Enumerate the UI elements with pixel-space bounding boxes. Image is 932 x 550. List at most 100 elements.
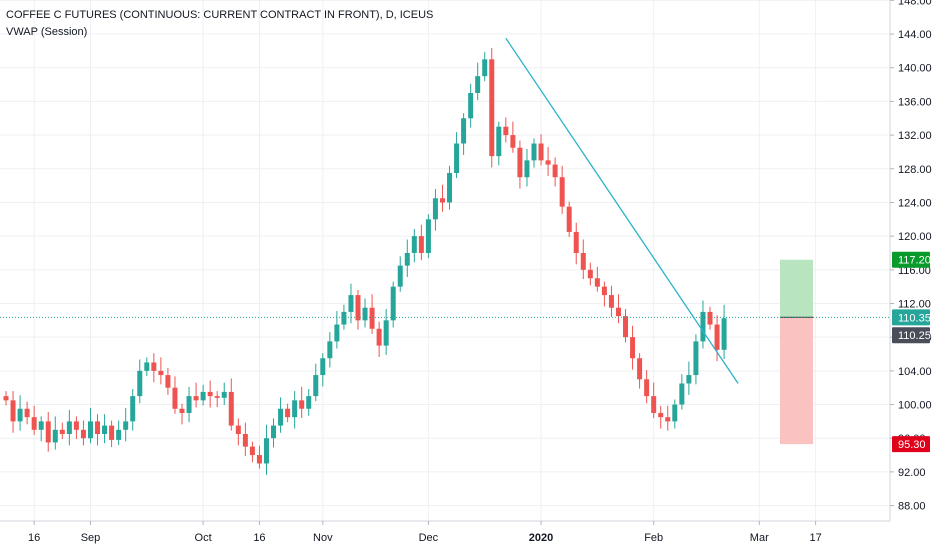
candle-23: [165, 367, 171, 395]
candle-98: [693, 334, 699, 385]
y-tick-label: 144.00: [898, 29, 932, 41]
candle-83: [587, 262, 593, 286]
grid: [0, 0, 890, 521]
x-tick-label: 16: [253, 532, 265, 544]
candle-91: [644, 370, 650, 404]
candle-101: [714, 315, 720, 362]
candle-70: [496, 121, 502, 166]
candle-4: [31, 405, 37, 435]
candle-75: [531, 138, 537, 168]
x-tick-label: 2020: [529, 532, 553, 544]
entry-price-text: 110.35: [898, 312, 931, 324]
price-labels: 117.20 110.35 110.25 95.30: [892, 251, 931, 453]
candle-47: [334, 311, 340, 349]
stop-price-label: 95.30: [892, 436, 930, 453]
candle-78: [552, 157, 558, 187]
candle-48: [341, 304, 347, 330]
candle-74: [524, 148, 530, 187]
candle-59: [418, 224, 424, 261]
candle-76: [538, 134, 544, 166]
candle-73: [517, 140, 523, 189]
candle-93: [658, 405, 664, 429]
y-tick-label: 132.00: [898, 130, 932, 142]
y-tick-label: 124.00: [898, 197, 932, 209]
candle-63: [447, 165, 453, 210]
candle-35: [249, 441, 255, 463]
candle-90: [637, 353, 643, 389]
candle-84: [594, 266, 600, 292]
candle-56: [397, 256, 403, 292]
target-zone[interactable]: [780, 259, 813, 318]
candles: [3, 47, 727, 475]
trendline-segment[interactable]: [505, 37, 739, 384]
candle-77: [545, 146, 551, 176]
candle-99: [700, 300, 706, 349]
candle-102: [721, 304, 727, 360]
chart-legend: COFFEE C FUTURES (CONTINUOUS: CURRENT CO…: [6, 7, 433, 41]
candle-51: [362, 298, 368, 328]
candle-17: [123, 407, 129, 442]
candle-49: [348, 283, 354, 324]
candle-67: [475, 62, 481, 101]
candle-5: [38, 416, 44, 442]
candle-29: [207, 380, 213, 408]
axes: [0, 0, 891, 522]
candle-19: [137, 359, 143, 404]
candle-89: [630, 325, 636, 370]
candle-40: [285, 403, 291, 423]
trendline[interactable]: [505, 37, 739, 384]
x-tick-label: Dec: [419, 532, 439, 544]
y-tick-label: 128.00: [898, 164, 932, 176]
candle-68: [482, 52, 488, 82]
target-price-label: 117.20: [892, 251, 931, 268]
candle-92: [651, 382, 657, 419]
candle-30: [214, 391, 220, 408]
candle-94: [665, 405, 671, 431]
candle-41: [292, 391, 298, 429]
candle-14: [102, 414, 108, 444]
y-tick-label: 148.00: [898, 0, 932, 7]
candle-7: [52, 416, 58, 450]
target-price-text: 117.20: [898, 255, 931, 267]
y-tick-label: 140.00: [898, 63, 932, 75]
candle-62: [439, 184, 445, 212]
candle-24: [172, 376, 178, 414]
y-tick-label: 112.00: [898, 299, 931, 311]
candle-100: [707, 306, 713, 330]
candle-27: [193, 382, 199, 408]
candle-10: [73, 416, 79, 440]
candle-88: [623, 308, 629, 343]
x-tick-label: Mar: [750, 532, 769, 544]
candle-57: [404, 239, 410, 277]
candle-58: [411, 228, 417, 263]
candle-15: [109, 420, 115, 448]
stop-price-text: 95.30: [898, 439, 926, 451]
x-axis-labels: 16 Sep Oct 16 Nov Dec 2020 Feb Mar 17: [28, 521, 822, 544]
candle-20: [144, 357, 150, 376]
candle-55: [390, 281, 396, 328]
candle-13: [95, 414, 101, 446]
candle-52: [369, 294, 375, 334]
candle-46: [327, 332, 333, 368]
candle-2: [17, 395, 23, 431]
candle-11: [80, 420, 86, 446]
candle-33: [235, 418, 241, 446]
candle-0: [3, 391, 9, 406]
candle-54: [383, 308, 389, 355]
symbol-title[interactable]: COFFEE C FUTURES (CONTINUOUS: CURRENT CO…: [6, 9, 434, 21]
candle-81: [573, 222, 579, 265]
candle-26: [186, 386, 192, 423]
candle-72: [510, 121, 516, 153]
candle-12: [87, 407, 93, 444]
candle-6: [45, 412, 51, 452]
candle-64: [454, 132, 460, 179]
candle-39: [278, 397, 284, 433]
candle-22: [158, 357, 164, 385]
y-tick-label: 100.00: [898, 400, 932, 412]
stop-zone[interactable]: [780, 317, 813, 445]
candle-38: [271, 418, 277, 448]
x-tick-label: 17: [809, 532, 821, 544]
indicator-title[interactable]: VWAP (Session): [6, 26, 88, 38]
candle-3: [24, 401, 30, 425]
